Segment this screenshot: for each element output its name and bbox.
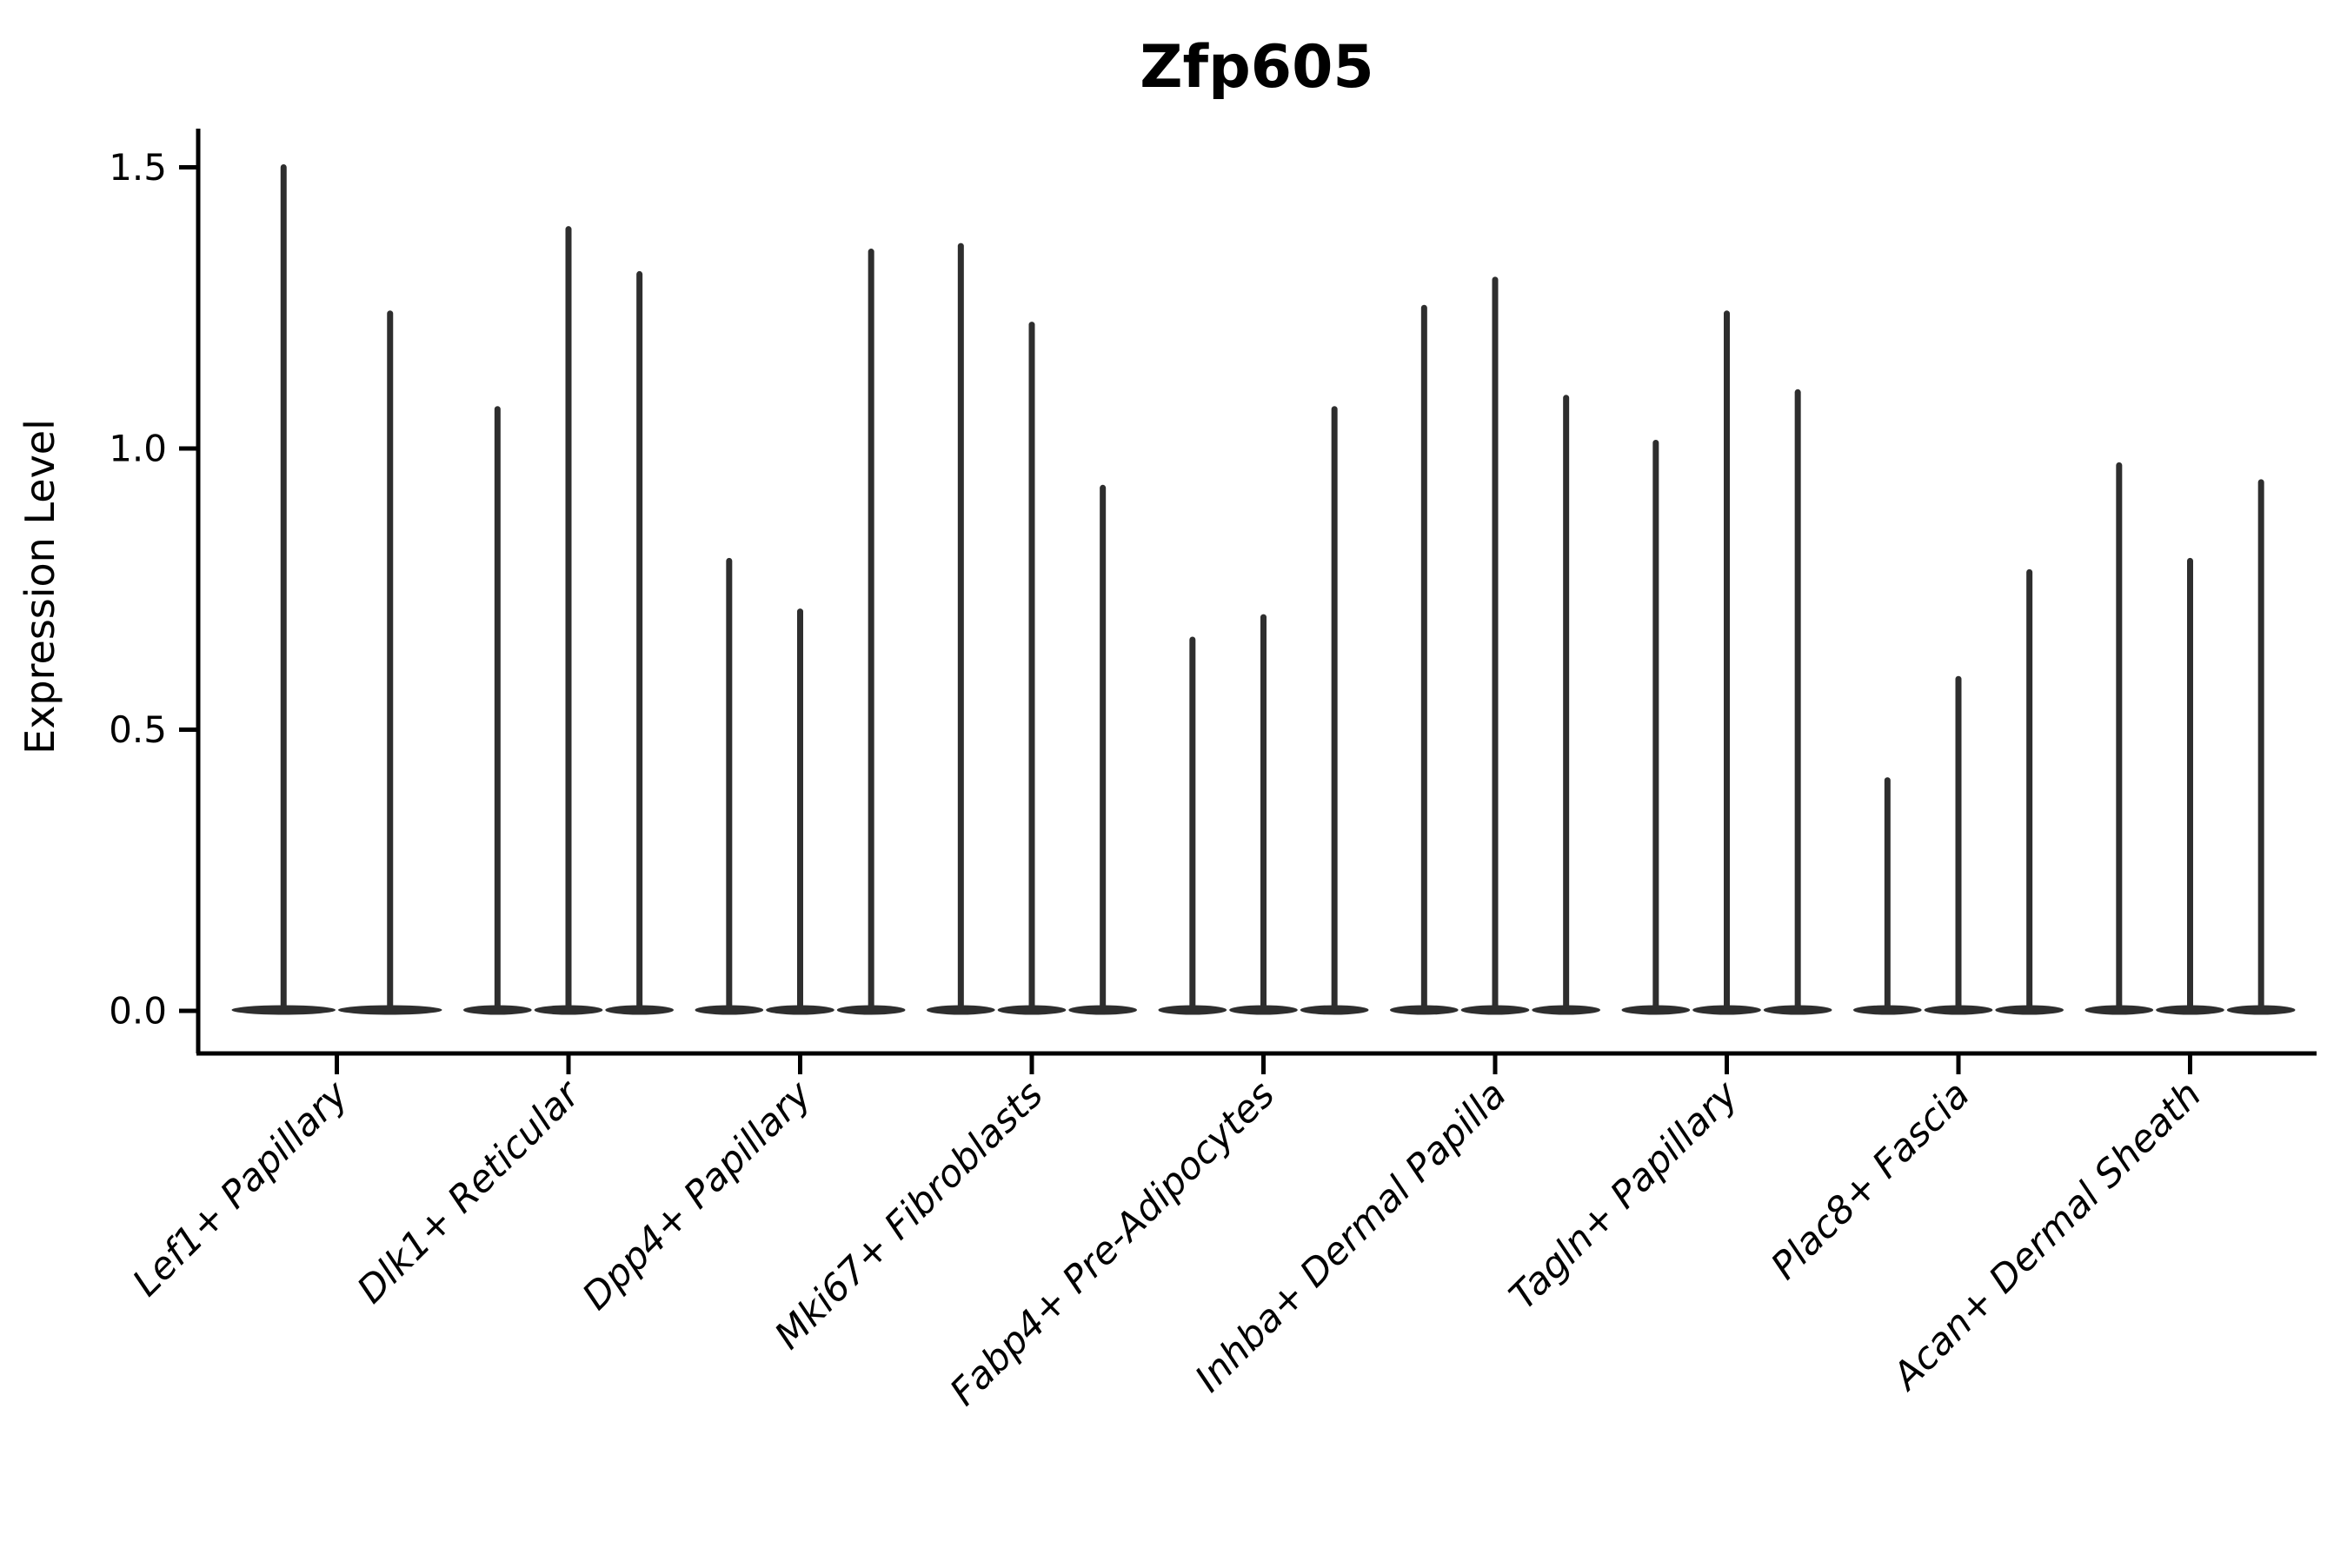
violin-group xyxy=(463,226,675,1015)
y-axis-label: Expression Level xyxy=(17,419,63,754)
chart-title: Zfp605 xyxy=(1140,33,1374,102)
x-tick-label: Dpp4+ Papillary xyxy=(575,1073,821,1319)
violin-group xyxy=(231,164,442,1015)
violin-series xyxy=(231,164,2296,1015)
y-tick-label: 1.5 xyxy=(109,146,167,189)
violin-group xyxy=(1158,406,1369,1015)
y-tick-label: 0.0 xyxy=(109,990,167,1033)
x-tick-label: Dlk1+ Reticular xyxy=(349,1072,590,1312)
violin-group xyxy=(1621,310,1832,1015)
x-tick-label: Tagln+ Papillary xyxy=(1501,1073,1747,1319)
x-tick-label: Lef1+ Papillary xyxy=(124,1073,356,1305)
y-tick-label: 1.0 xyxy=(109,428,167,470)
violin-group xyxy=(2084,462,2296,1015)
violin-group xyxy=(927,243,1137,1015)
violin-group xyxy=(1853,568,2064,1015)
violin-group xyxy=(1390,276,1600,1015)
x-tick-label: Mki67+ Fibroblasts xyxy=(767,1073,1052,1358)
violin-group xyxy=(695,249,906,1015)
x-tick-label: Plac8+ Fascia xyxy=(1763,1073,1978,1288)
y-tick-label: 0.5 xyxy=(109,708,167,751)
